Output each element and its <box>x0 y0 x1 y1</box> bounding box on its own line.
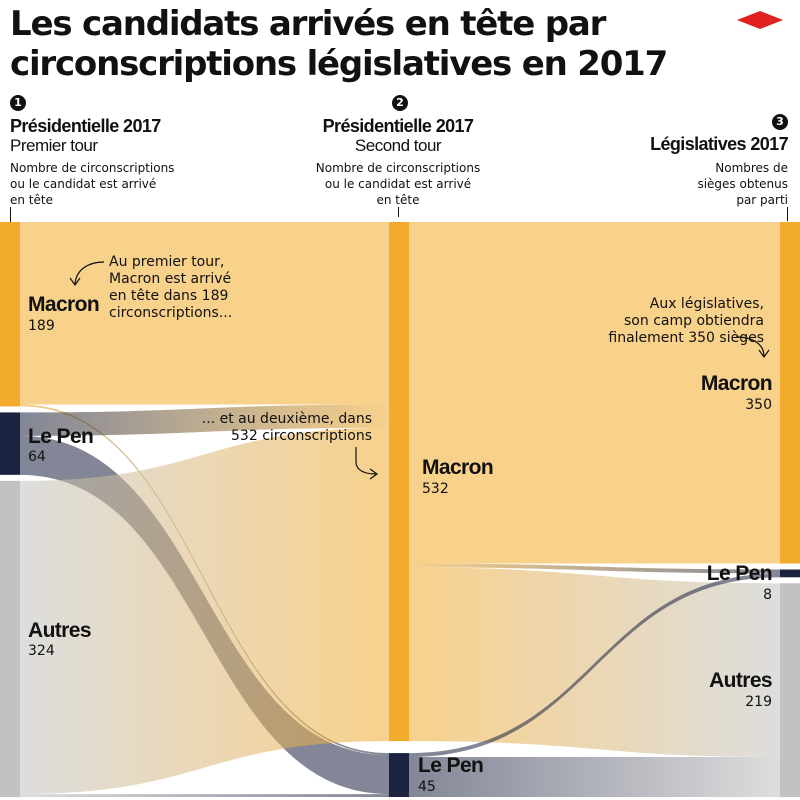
node-value-lepen-t1: 64 <box>28 449 46 465</box>
node-label-macron-t2: Macron <box>422 456 494 479</box>
node-value-macron-t1: 189 <box>28 318 55 334</box>
sankey-link <box>409 563 780 574</box>
stage-1-tick <box>10 207 11 222</box>
node-label-lepen-t2: Le Pen <box>418 754 484 777</box>
annotation-1-arrowhead <box>69 277 81 287</box>
sankey-link <box>20 222 389 405</box>
sankey-link <box>20 404 389 436</box>
sankey-link <box>20 794 389 797</box>
stage-3-description: Nombres de sièges obtenus par parti <box>697 161 788 207</box>
sankey-link <box>20 427 389 795</box>
annotation-3-arrowhead <box>758 349 770 359</box>
sankey-node-bar <box>389 753 409 797</box>
sankey-link <box>409 222 780 564</box>
annotation-macron-leg: Aux législatives, son camp obtiendra fin… <box>608 296 764 346</box>
node-value-macron-t2: 532 <box>422 481 449 497</box>
sankey-node-bar <box>0 480 20 797</box>
diamond-logo-icon <box>737 11 783 29</box>
node-value-macron-leg: 350 <box>745 397 772 413</box>
stage-2-title: Présidentielle 2017 <box>322 116 474 136</box>
stage-3-title: Législatives 2017 <box>650 134 789 154</box>
sankey-link <box>409 567 780 757</box>
node-value-autres-leg: 219 <box>745 694 772 710</box>
stage-1-title: Présidentielle 2017 <box>10 116 161 136</box>
node-label-macron-t1: Macron <box>28 293 100 316</box>
node-label-lepen-t1: Le Pen <box>28 425 94 448</box>
node-label-lepen-leg: Le Pen <box>706 562 773 585</box>
sankey-node-bar <box>0 412 20 475</box>
stage-3-tick <box>787 207 788 221</box>
node-value-autres-t1: 324 <box>28 643 55 659</box>
node-label-autres-leg: Autres <box>709 669 773 692</box>
stage-1-description: Nombre de circonscriptions ou le candida… <box>10 161 175 207</box>
stage-2-tick <box>398 207 399 217</box>
sankey-node-bar <box>780 569 800 578</box>
node-value-lepen-leg: 8 <box>763 587 772 603</box>
node-label-macron-leg: Macron <box>700 372 773 395</box>
sankey-link <box>409 756 780 797</box>
chart-title: Les candidats arrivés en tête par circon… <box>10 4 668 84</box>
sankey-link <box>409 573 780 757</box>
stage-2-subtitle: Second tour <box>354 136 442 155</box>
annotation-3-arrow <box>735 336 765 357</box>
node-value-lepen-t2: 45 <box>418 779 436 795</box>
sankey-node-bar <box>0 222 20 407</box>
annotation-1-arrow <box>74 261 105 285</box>
sankey-node-bar <box>780 222 800 564</box>
sankey-node-bar <box>389 222 409 742</box>
stage-3-number: 3 <box>772 114 788 130</box>
node-label-autres-t1: Autres <box>28 619 92 642</box>
stage-2-description: Nombre de circonscriptions ou le candida… <box>315 161 481 207</box>
stage-1-number: 1 <box>10 95 26 111</box>
annotation-macron-t1: Au premier tour, Macron est arrivé en tê… <box>109 254 233 321</box>
annotation-2-arrow <box>355 447 377 475</box>
stage-1-subtitle: Premier tour <box>10 136 98 155</box>
stage-2-number: 2 <box>392 95 408 111</box>
annotation-2-arrowhead <box>369 468 379 480</box>
sankey-node-bar <box>780 583 800 797</box>
annotation-macron-t2: ... et au deuxième, dans 532 circonscrip… <box>201 411 372 444</box>
